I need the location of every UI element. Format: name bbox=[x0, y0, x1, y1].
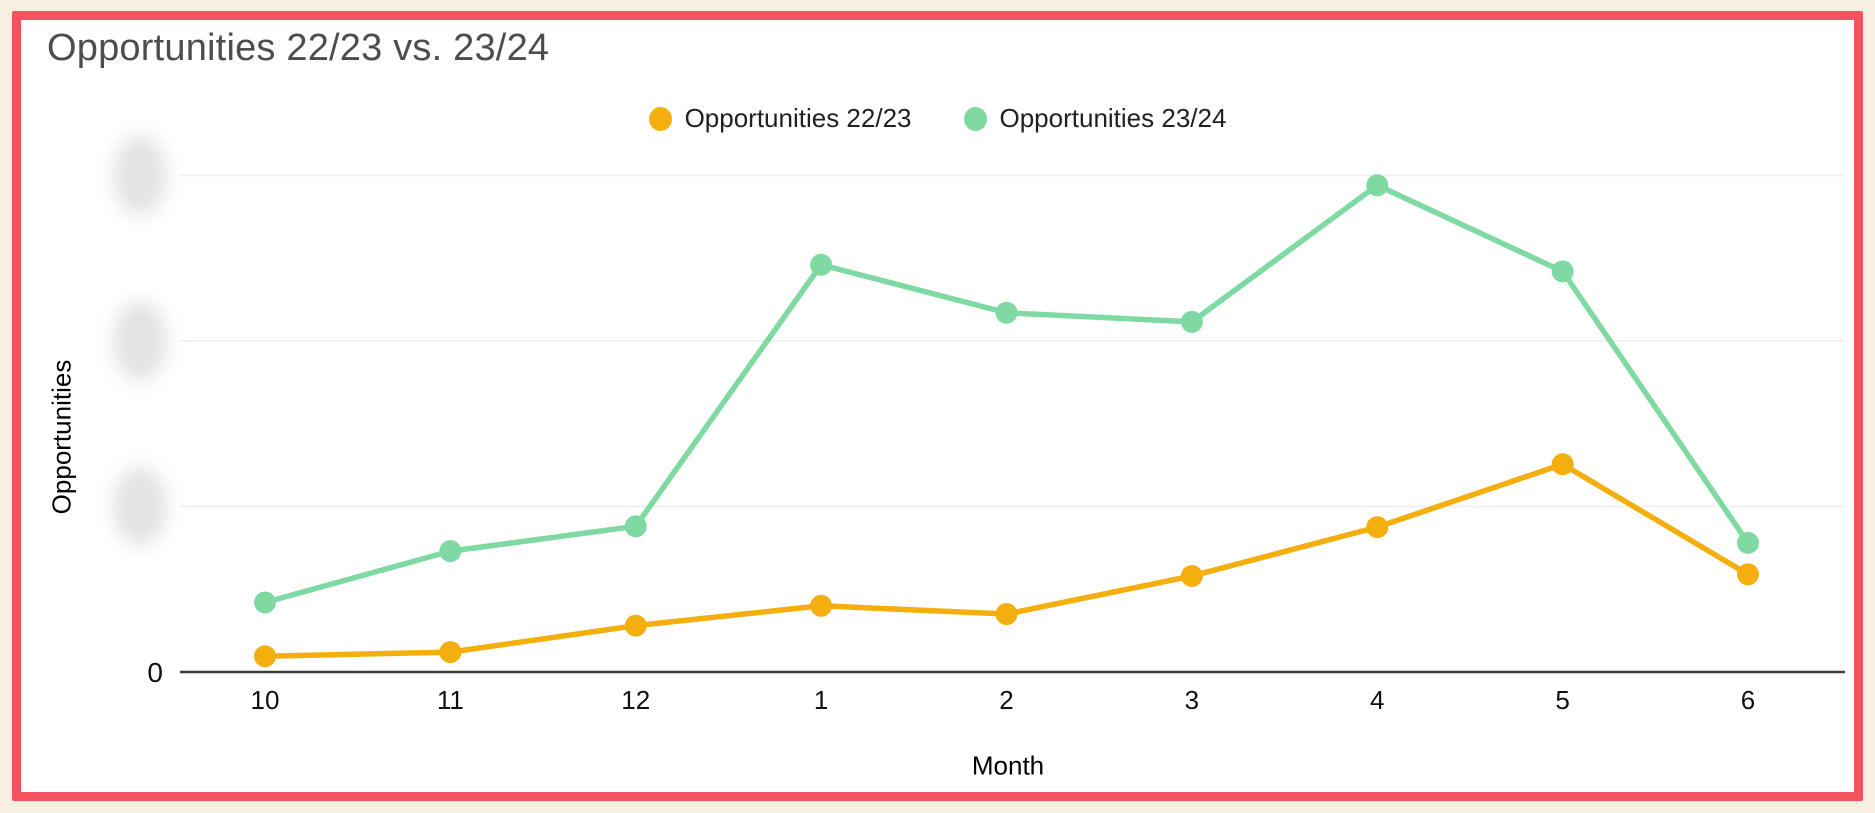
redacted-y-tick-label bbox=[113, 300, 167, 381]
legend-swatch-23-24-icon bbox=[963, 106, 987, 131]
x-tick-label: 4 bbox=[1370, 685, 1384, 715]
data-point-opportunities-22-23[interactable] bbox=[624, 614, 647, 637]
data-point-opportunities-22-23[interactable] bbox=[1737, 563, 1759, 586]
legend-swatch-22-23-icon bbox=[648, 106, 672, 131]
data-point-opportunities-22-23[interactable] bbox=[995, 603, 1018, 626]
data-point-opportunities-23-24[interactable] bbox=[254, 591, 276, 614]
chart-title: Opportunities 22/23 vs. 23/24 bbox=[47, 27, 550, 69]
legend-label-23-24: Opportunities 23/24 bbox=[999, 103, 1227, 133]
data-point-opportunities-22-23[interactable] bbox=[254, 645, 276, 668]
legend-label-22-23: Opportunities 22/23 bbox=[684, 103, 912, 133]
chart-card bbox=[12, 11, 1863, 801]
x-tick-label: 12 bbox=[621, 685, 650, 715]
legend-item-opportunities-23-24[interactable]: Opportunities 23/24 bbox=[963, 103, 1227, 134]
data-point-opportunities-22-23[interactable] bbox=[439, 641, 462, 664]
x-tick-label: 6 bbox=[1741, 685, 1755, 715]
y-tick-label-zero: 0 bbox=[147, 657, 163, 688]
data-point-opportunities-23-24[interactable] bbox=[624, 515, 647, 538]
x-axis-title: Month bbox=[971, 750, 1045, 781]
x-tick-label: 11 bbox=[437, 685, 464, 715]
legend-item-opportunities-22-23[interactable]: Opportunities 22/23 bbox=[648, 103, 912, 134]
data-point-opportunities-22-23[interactable] bbox=[1366, 516, 1389, 539]
redacted-y-tick-label bbox=[113, 466, 167, 547]
legend: Opportunities 22/23 Opportunities 23/24 bbox=[0, 103, 1875, 134]
data-point-opportunities-23-24[interactable] bbox=[439, 540, 462, 563]
data-point-opportunities-23-24[interactable] bbox=[810, 253, 833, 276]
x-tick-label: 1 bbox=[814, 685, 828, 715]
series-line-opportunities-23-24 bbox=[262, 182, 1751, 606]
data-point-opportunities-23-24[interactable] bbox=[995, 301, 1018, 324]
data-point-opportunities-23-24[interactable] bbox=[1180, 310, 1203, 333]
redacted-y-tick-label bbox=[113, 135, 167, 216]
series-line-opportunities-22-23 bbox=[262, 461, 1751, 660]
data-point-opportunities-23-24[interactable] bbox=[1737, 531, 1759, 554]
x-tick-label: 5 bbox=[1555, 685, 1569, 715]
data-point-opportunities-23-24[interactable] bbox=[1366, 174, 1389, 197]
data-point-opportunities-23-24[interactable] bbox=[1551, 260, 1574, 283]
data-point-opportunities-22-23[interactable] bbox=[1180, 564, 1203, 587]
x-tick-label: 10 bbox=[251, 685, 280, 715]
data-point-opportunities-22-23[interactable] bbox=[810, 594, 833, 617]
x-tick-label: 2 bbox=[999, 685, 1013, 715]
x-tick-label: 3 bbox=[1185, 685, 1199, 715]
data-point-opportunities-22-23[interactable] bbox=[1551, 453, 1574, 476]
